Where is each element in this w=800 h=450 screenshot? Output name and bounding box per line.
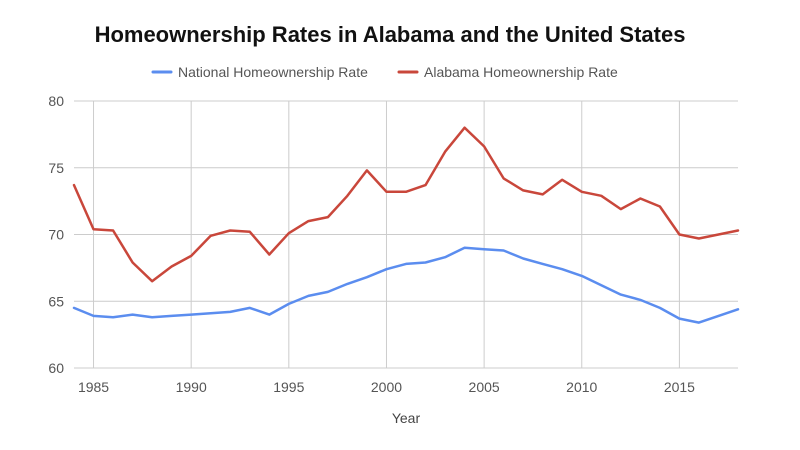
chart-title: Homeownership Rates in Alabama and the U… xyxy=(95,22,686,47)
y-gridlines xyxy=(74,100,738,369)
legend-label-national: National Homeownership Rate xyxy=(178,64,368,80)
y-tick-label-65: 65 xyxy=(48,293,64,309)
series-line-alabama xyxy=(72,126,740,283)
y-axis: 60 65 70 75 80 xyxy=(48,93,64,376)
x-axis-title: Year xyxy=(392,410,421,426)
x-axis: 1985 1990 1995 2000 2005 2010 2015 xyxy=(78,379,695,395)
legend: National Homeownership Rate Alabama Home… xyxy=(151,64,618,80)
series-layer xyxy=(72,126,740,324)
y-tick-label-60: 60 xyxy=(48,360,64,376)
x-tick-label-1985: 1985 xyxy=(78,379,109,395)
legend-label-alabama: Alabama Homeownership Rate xyxy=(424,64,618,80)
y-tick-label-75: 75 xyxy=(48,160,64,176)
x-tick-label-2010: 2010 xyxy=(566,379,597,395)
x-tick-label-1990: 1990 xyxy=(176,379,207,395)
x-tick-label-2005: 2005 xyxy=(469,379,500,395)
x-tick-label-2000: 2000 xyxy=(371,379,402,395)
legend-item-national: National Homeownership Rate xyxy=(151,64,368,80)
series-line-national xyxy=(72,246,740,324)
y-tick-label-80: 80 xyxy=(48,93,64,109)
x-tick-label-1995: 1995 xyxy=(273,379,304,395)
y-tick-label-70: 70 xyxy=(48,227,64,243)
x-tick-label-2015: 2015 xyxy=(664,379,695,395)
legend-item-alabama: Alabama Homeownership Rate xyxy=(397,64,618,80)
